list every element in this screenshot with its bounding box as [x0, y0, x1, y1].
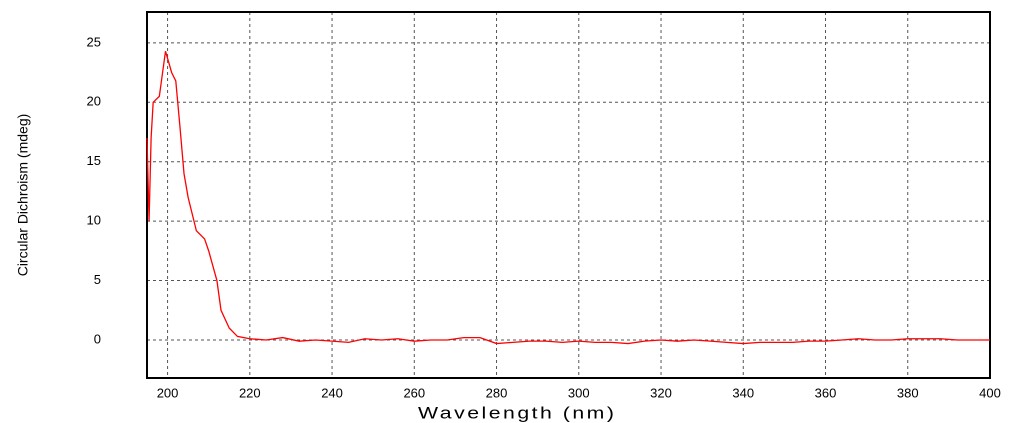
x-tick-label: 200	[157, 385, 179, 400]
x-tick-label: 320	[650, 385, 672, 400]
data-line	[146, 51, 990, 345]
y-tick-label: 15	[87, 153, 101, 168]
x-tick-label: 240	[321, 385, 343, 400]
x-tick-label: 300	[568, 385, 590, 400]
plot-frame	[146, 11, 991, 379]
y-tick-label: 0	[94, 331, 101, 346]
y-axis-label: Circular Dichroism (mdeg)	[15, 114, 31, 277]
x-tick-label: 280	[486, 385, 508, 400]
y-tick-label: 25	[87, 34, 101, 49]
y-tick-label: 20	[87, 94, 101, 109]
x-tick-label: 380	[897, 385, 919, 400]
x-tick-label: 360	[815, 385, 837, 400]
x-tick-label: 220	[239, 385, 261, 400]
y-tick-label: 10	[87, 213, 101, 228]
x-tick-label: 400	[979, 385, 1001, 400]
y-tick-label: 5	[94, 272, 101, 287]
x-axis-label: Wavelength (nm)	[418, 404, 616, 423]
x-tick-label: 340	[732, 385, 754, 400]
x-tick-label: 260	[403, 385, 425, 400]
